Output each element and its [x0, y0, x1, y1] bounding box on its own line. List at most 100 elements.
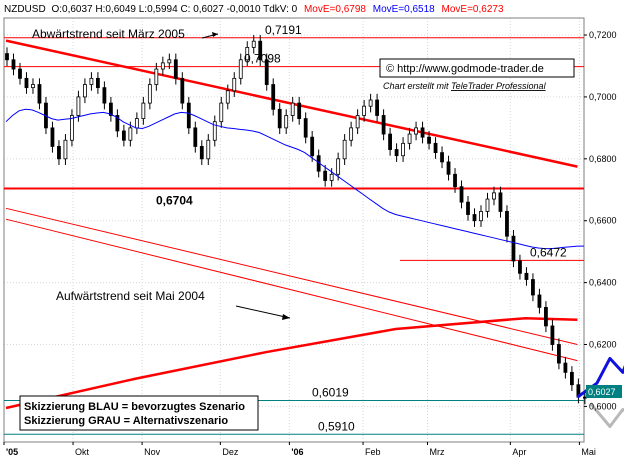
- candle-body: [505, 211, 509, 237]
- candle-body: [310, 136, 315, 157]
- candle-body: [31, 84, 35, 89]
- candle-body: [18, 68, 22, 79]
- candle-body: [472, 214, 477, 222]
- x-tick-label: Dez: [222, 447, 239, 457]
- candle-body: [238, 59, 243, 79]
- candle-body: [57, 146, 61, 160]
- candle-body: [557, 344, 561, 364]
- scenario-grey-path: [589, 402, 624, 428]
- uptrend-line: [5, 316, 578, 410]
- downtrend-label: Abwärtstrend seit März 2005: [32, 27, 185, 41]
- candle-body: [492, 192, 496, 200]
- candle-body: [362, 105, 367, 116]
- y-axis: 0,7200 0,7000 0,6800 0,6600 0,6400 0,6200 0,60…: [584, 30, 617, 411]
- candle-body: [11, 59, 16, 70]
- x-tick-label: Feb: [365, 447, 381, 457]
- candle-body: [134, 118, 139, 129]
- candle-body: [329, 173, 334, 181]
- moving-averages: [5, 108, 584, 250]
- candle-body: [433, 142, 438, 154]
- x-tick-label: '06: [291, 447, 303, 457]
- candle-body: [498, 192, 503, 212]
- candle-body: [83, 84, 87, 98]
- candle-body: [336, 158, 341, 175]
- candle-body: [303, 118, 308, 138]
- candle-body: [485, 198, 490, 212]
- credit-prefix: Chart erstellt mit: [383, 81, 451, 91]
- candle-body: [199, 146, 204, 160]
- candle-body: [459, 186, 464, 203]
- candle-body: [537, 294, 542, 308]
- candle-body: [381, 115, 386, 135]
- level-label: 0,6019: [312, 386, 349, 400]
- candle-body: [121, 130, 126, 141]
- candle-body: [96, 77, 100, 89]
- channel-bottom-line: [5, 218, 578, 362]
- candle-body: [186, 102, 191, 129]
- header-ohlc: NZDUSD O:0,6037 H:0,6049 L:0,5994 C: 0,6…: [4, 4, 504, 15]
- candle-body: [128, 127, 133, 141]
- candle-body: [277, 108, 282, 129]
- candle-body: [550, 325, 555, 345]
- candle-body: [245, 47, 250, 61]
- candle-body: [271, 84, 276, 110]
- uptrend-arrow: [235, 305, 291, 319]
- candle-body: [544, 306, 548, 327]
- candle-body: [180, 77, 185, 104]
- candle-body: [284, 115, 289, 129]
- candle-body: [225, 90, 230, 104]
- candle-body: [70, 115, 74, 141]
- credit-link[interactable]: TeleTrader Professional: [451, 81, 547, 91]
- candle-body: [446, 161, 451, 175]
- level-label: 0,7098: [244, 52, 281, 66]
- candle-body: [290, 102, 295, 116]
- candle-body: [407, 133, 412, 144]
- x-tick-label: '05: [6, 447, 18, 457]
- y-tick-label: 0,7200: [589, 30, 617, 40]
- candle-body: [50, 127, 55, 147]
- candle-body: [141, 102, 146, 119]
- candle-body: [394, 149, 399, 157]
- candle-body: [388, 133, 392, 150]
- candle-body: [323, 170, 328, 181]
- uptrend-arrowhead: [282, 314, 290, 320]
- candle-body: [401, 142, 405, 157]
- candle-body: [297, 102, 302, 119]
- candle-body: [349, 127, 354, 141]
- x-tick-label: Mrz: [429, 447, 444, 457]
- candle-body: [115, 115, 120, 132]
- uptrend-label: Aufwärtstrend seit Mai 2004: [56, 289, 205, 303]
- level-labels: 0,7191 0,7098 0,6704 0,6472 0,6019 0,5910: [156, 23, 567, 433]
- candle-body: [582, 396, 587, 399]
- candle-body: [479, 211, 483, 222]
- candle-body: [76, 96, 81, 116]
- moving-average-blue: [5, 108, 584, 250]
- candle-body: [212, 121, 217, 141]
- candle-body: [37, 84, 42, 104]
- header-ma3: MovE=0,6273: [442, 4, 504, 15]
- watermark-box: [379, 58, 575, 78]
- candle-body: [258, 40, 263, 61]
- grid: [3, 18, 584, 442]
- candle-body: [154, 68, 159, 85]
- level-label: 0,5910: [318, 419, 355, 433]
- candle-body: [63, 139, 68, 160]
- candle-body: [102, 87, 107, 104]
- legend-line-blue: Skizzierung BLAU = bevorzugtes Szenario: [24, 401, 245, 413]
- candle-body: [232, 77, 237, 92]
- candle-body: [453, 173, 457, 188]
- candles: [5, 35, 587, 405]
- candle-body: [518, 260, 522, 274]
- candle-body: [173, 59, 178, 79]
- current-price-label: 0,6027: [588, 387, 616, 397]
- candle-body: [24, 77, 29, 89]
- candle-body: [511, 235, 516, 262]
- candle-body: [342, 139, 347, 160]
- candle-body: [193, 127, 198, 147]
- current-price-box: [586, 385, 622, 398]
- watermark-credit: Chart erstellt mit TeleTrader Profession…: [383, 81, 547, 91]
- y-tick-label: 0,6200: [589, 340, 617, 350]
- y-tick-label: 0,7000: [589, 92, 617, 102]
- candle-body: [167, 59, 172, 64]
- watermark-url: © http://www.godmode-trader.de: [386, 63, 544, 75]
